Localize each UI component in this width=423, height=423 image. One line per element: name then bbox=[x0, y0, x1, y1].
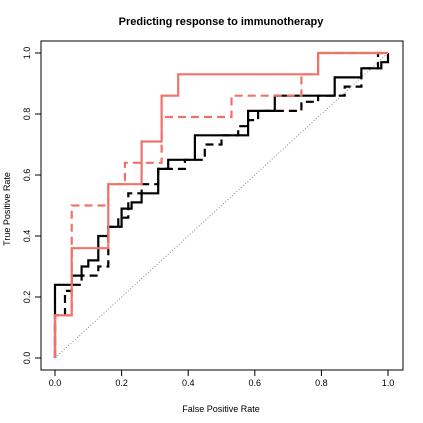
y-tick-label: 0.2 bbox=[22, 291, 32, 304]
reference-diagonal bbox=[54, 52, 389, 359]
y-axis: 0.0 0.2 0.4 0.6 0.8 1.0 bbox=[22, 47, 42, 365]
y-tick-label: 1.0 bbox=[22, 47, 32, 60]
roc-series-1-line bbox=[53, 53, 390, 358]
y-tick-label: 0.4 bbox=[22, 230, 32, 243]
roc-series-2-line bbox=[53, 51, 388, 358]
x-axis-label: False Positive Rate bbox=[182, 404, 260, 414]
x-tick-label: 0.8 bbox=[315, 378, 328, 388]
y-tick-label: 0.6 bbox=[22, 169, 32, 182]
x-tick-label: 0.6 bbox=[249, 378, 262, 388]
chart-title: Predicting response to immunotherapy bbox=[119, 16, 325, 28]
series-layer bbox=[53, 51, 390, 358]
x-tick-label: 0.4 bbox=[182, 378, 195, 388]
reference-line-layer bbox=[54, 52, 389, 359]
y-tick-label: 0.0 bbox=[22, 352, 32, 365]
x-tick-label: 1.0 bbox=[382, 378, 395, 388]
roc-series-4-line bbox=[53, 51, 388, 358]
y-axis-label: True Positive Rate bbox=[2, 172, 12, 246]
x-axis: 0.0 0.2 0.4 0.6 0.8 1.0 bbox=[49, 369, 395, 388]
x-tick-label: 0.0 bbox=[49, 378, 62, 388]
y-tick-label: 0.8 bbox=[22, 108, 32, 121]
x-tick-label: 0.2 bbox=[115, 378, 128, 388]
